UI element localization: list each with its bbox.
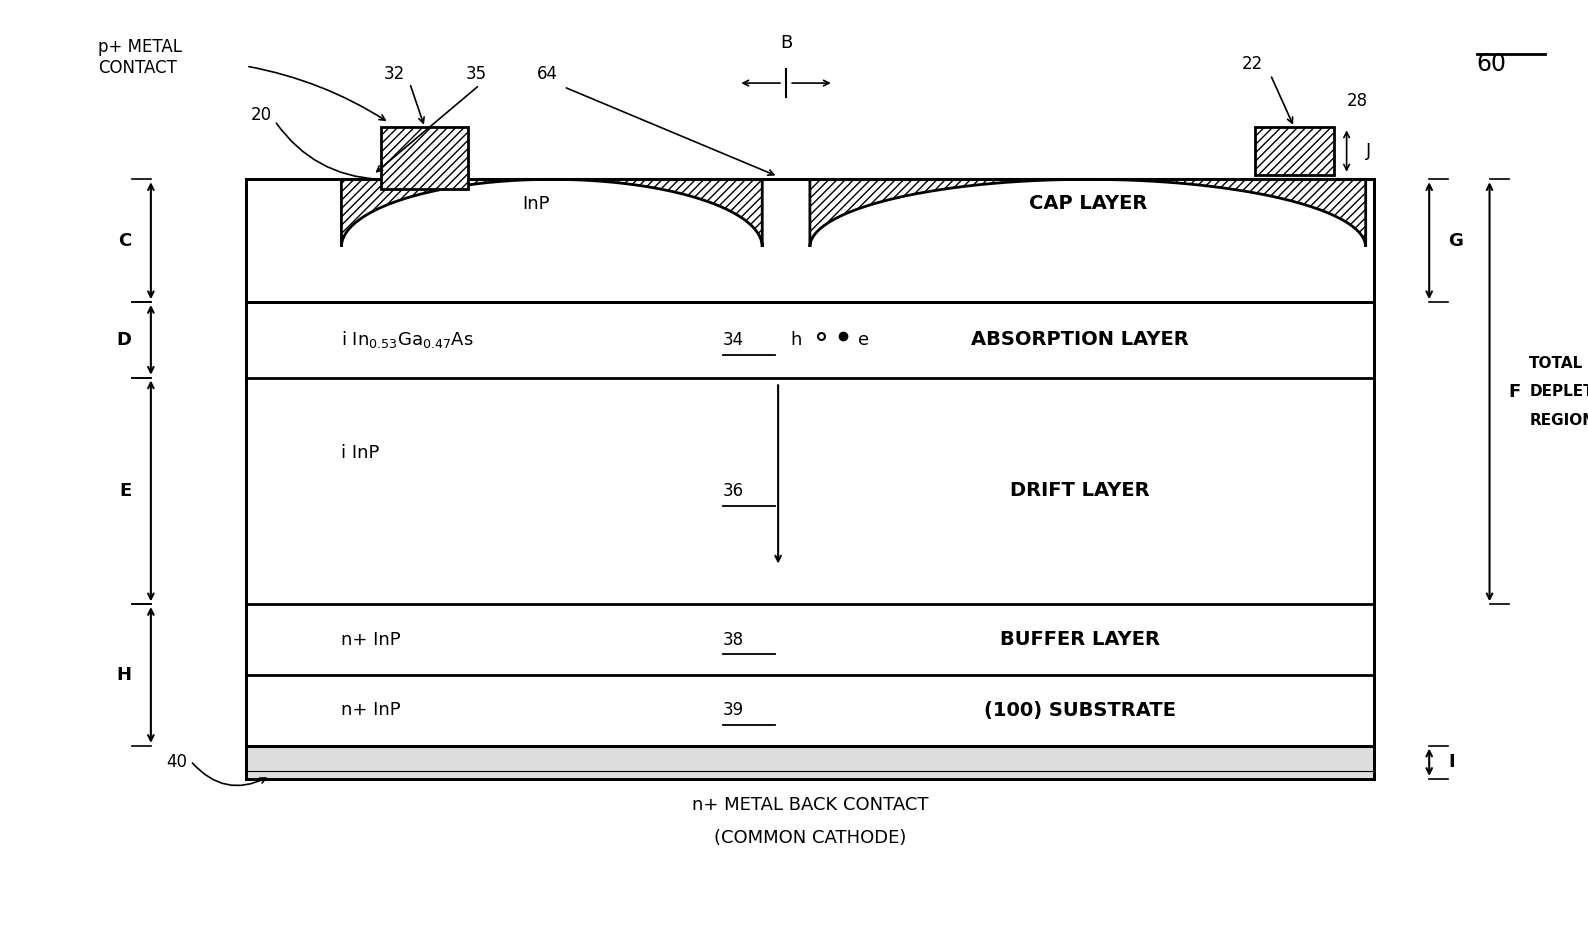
Text: DEPLETION: DEPLETION	[1529, 384, 1588, 399]
Text: h: h	[791, 330, 802, 349]
Text: e: e	[858, 330, 869, 349]
Text: H: H	[118, 666, 132, 684]
Text: (COMMON CATHODE): (COMMON CATHODE)	[713, 829, 907, 847]
Text: 40: 40	[167, 752, 187, 771]
Text: p+ METAL: p+ METAL	[98, 38, 183, 56]
Bar	[381, 127, 468, 189]
Text: n+ METAL BACK CONTACT: n+ METAL BACK CONTACT	[692, 796, 927, 814]
Text: 20: 20	[251, 106, 272, 125]
Text: ABSORPTION LAYER: ABSORPTION LAYER	[970, 330, 1189, 349]
Text: 22: 22	[1242, 55, 1262, 73]
Text: 64: 64	[537, 65, 557, 83]
Text: CAP LAYER: CAP LAYER	[1029, 194, 1147, 213]
Text: InP: InP	[522, 194, 549, 212]
Text: J: J	[1366, 142, 1370, 160]
Text: G: G	[1448, 231, 1463, 250]
Polygon shape	[341, 179, 762, 246]
Text: B: B	[780, 34, 792, 52]
Text: BUFFER LAYER: BUFFER LAYER	[1000, 630, 1159, 649]
Text: C: C	[119, 231, 132, 250]
Text: REGION: REGION	[1529, 413, 1588, 428]
Text: n+ InP: n+ InP	[341, 631, 402, 649]
Text: I: I	[1448, 753, 1455, 771]
Text: (100) SUBSTRATE: (100) SUBSTRATE	[985, 700, 1175, 720]
Text: 35: 35	[465, 65, 486, 83]
Text: 38: 38	[723, 631, 743, 649]
Bar	[246, 179, 1374, 779]
Bar	[1255, 127, 1334, 175]
Text: D: D	[118, 330, 132, 349]
Text: F: F	[1509, 382, 1521, 401]
Text: 32: 32	[383, 65, 405, 83]
Text: CONTACT: CONTACT	[98, 59, 178, 76]
Text: E: E	[119, 481, 132, 500]
Text: 60: 60	[1477, 52, 1507, 76]
Text: 39: 39	[723, 701, 743, 719]
Text: TOTAL: TOTAL	[1529, 356, 1583, 371]
Text: i In$_{0.53}$Ga$_{0.47}$As: i In$_{0.53}$Ga$_{0.47}$As	[341, 329, 475, 350]
Text: i InP: i InP	[341, 444, 380, 463]
Text: 28: 28	[1347, 92, 1367, 110]
Text: 34: 34	[723, 330, 743, 349]
Text: n+ InP: n+ InP	[341, 701, 402, 719]
Polygon shape	[810, 179, 1366, 246]
Bar	[246, 746, 1374, 779]
Text: 36: 36	[723, 481, 743, 500]
Text: DRIFT LAYER: DRIFT LAYER	[1010, 481, 1150, 500]
